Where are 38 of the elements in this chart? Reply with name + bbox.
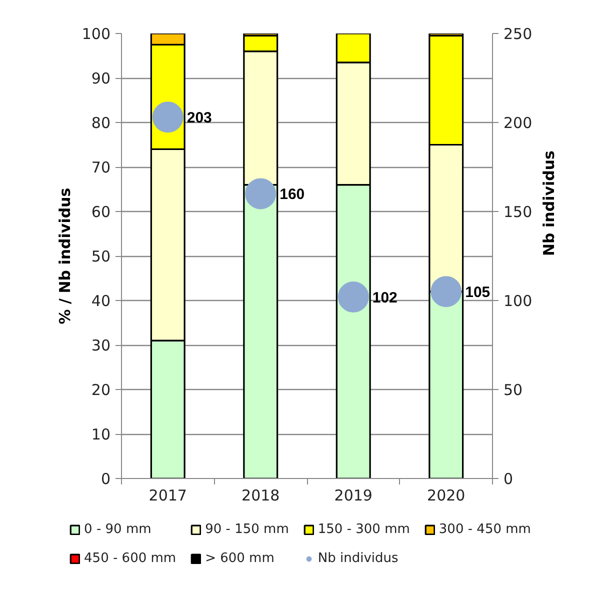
y-tick-label: 100 bbox=[82, 25, 111, 43]
data-label: 203 bbox=[186, 110, 212, 127]
y2-tick-label: 100 bbox=[504, 292, 532, 310]
y-axis-title: % / Nb individus bbox=[56, 188, 74, 324]
y2-tick-label: 50 bbox=[504, 381, 523, 399]
data-label: 102 bbox=[372, 289, 398, 306]
data-label: 160 bbox=[280, 186, 305, 204]
y-tick-label: 90 bbox=[91, 70, 111, 88]
x-tick-label: 2017 bbox=[148, 486, 187, 504]
y-tick-label: 70 bbox=[91, 158, 111, 176]
y-tick-label: 0 bbox=[100, 470, 111, 488]
y2-tick-label: 250 bbox=[504, 25, 532, 43]
point bbox=[245, 178, 276, 210]
legend-label: > 600 mm bbox=[205, 551, 274, 566]
y-tick-label: 30 bbox=[91, 336, 111, 354]
data-label: 105 bbox=[465, 284, 490, 302]
y-tick-label: 80 bbox=[91, 114, 111, 132]
legend-label: 300 - 450 mm bbox=[438, 522, 531, 537]
legend-label: 0 - 90 mm bbox=[84, 522, 152, 537]
x-tick-label: 2019 bbox=[334, 486, 372, 504]
x-tick-label: 2018 bbox=[242, 486, 280, 504]
y-tick-label: 50 bbox=[91, 248, 111, 266]
point bbox=[430, 276, 462, 308]
y2-tick-label: 150 bbox=[504, 203, 532, 221]
point bbox=[338, 281, 369, 312]
y-tick-label: 20 bbox=[91, 381, 111, 399]
x-tick-label: 2020 bbox=[427, 486, 466, 504]
legend-label: 90 - 150 mm bbox=[205, 522, 289, 537]
y-tick-label: 40 bbox=[91, 292, 111, 310]
y-tick-label: 60 bbox=[91, 203, 111, 221]
legend-label: 450 - 600 mm bbox=[84, 551, 176, 566]
y2-tick-label: 200 bbox=[504, 114, 532, 132]
y2-axis-title: Nb individus bbox=[540, 150, 558, 256]
y2-tick-label: 0 bbox=[504, 470, 514, 488]
legend-label: Nb individus bbox=[318, 551, 398, 566]
y-tick-label: 10 bbox=[91, 426, 111, 444]
point bbox=[152, 102, 184, 133]
legend-label: 150 - 300 mm bbox=[318, 522, 410, 537]
